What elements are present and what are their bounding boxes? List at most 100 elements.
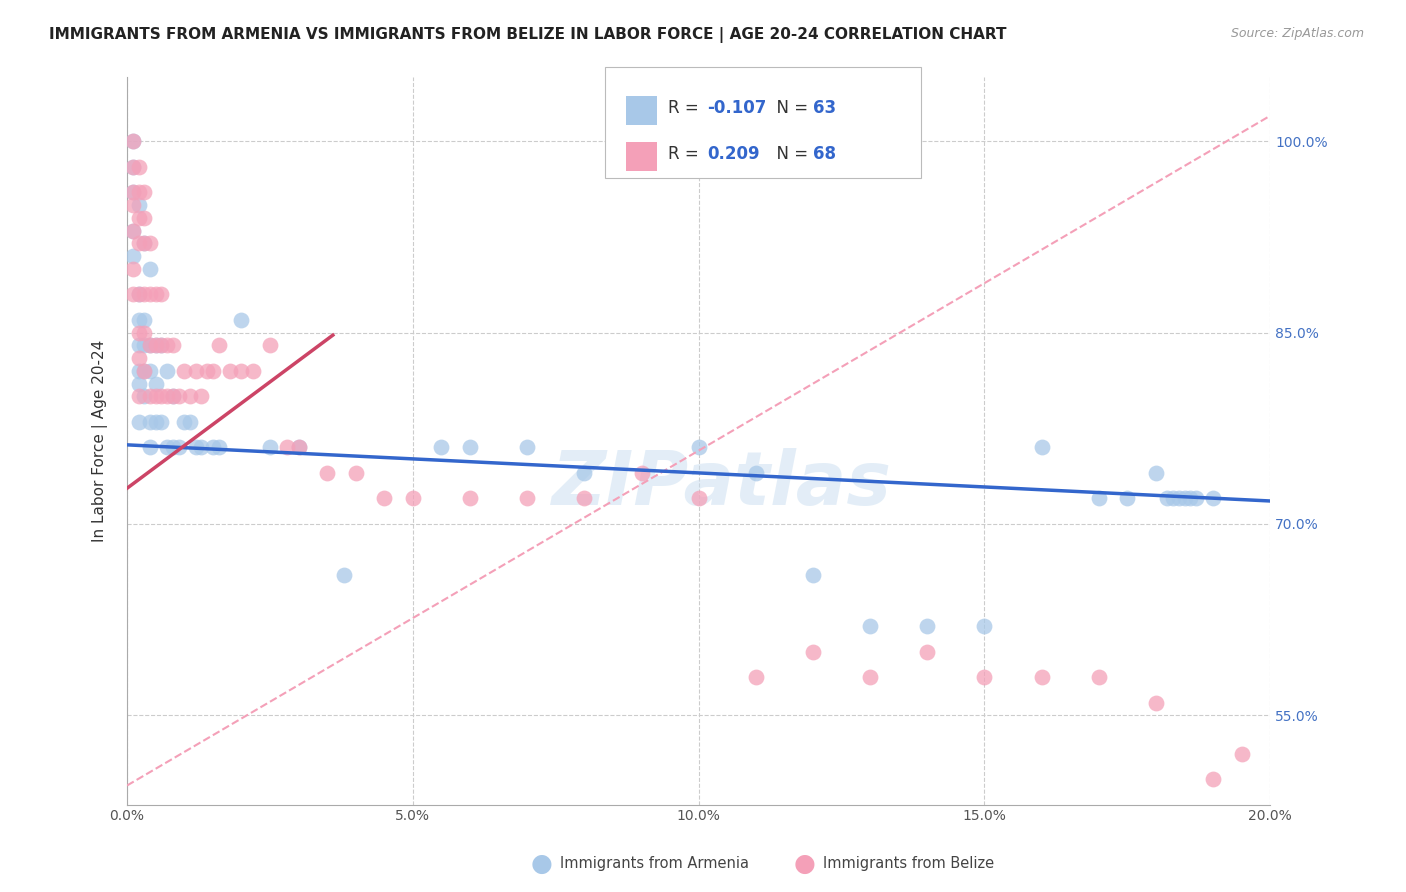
Point [1156,491,1178,506]
Point [139,261,162,276]
Text: N =: N = [766,99,814,117]
Point [121,223,143,237]
Point [190,389,212,403]
Point [145,415,167,429]
Point [162,441,184,455]
Point [195,364,218,378]
Point [156,364,179,378]
Text: Immigrants from Belize: Immigrants from Belize [823,856,994,871]
Point [402,491,425,506]
Point [973,670,995,684]
Point [150,389,173,403]
Point [156,441,179,455]
Point [134,186,156,200]
Point [259,441,281,455]
Point [150,338,173,352]
Point [145,287,167,301]
Point [139,441,162,455]
Text: ●: ● [530,852,553,875]
Point [179,389,201,403]
Point [134,236,156,251]
Point [121,287,143,301]
Point [430,441,453,455]
Point [128,376,150,391]
Point [1161,491,1184,506]
Point [162,338,184,352]
Text: ZIPatlas: ZIPatlas [551,448,891,521]
Point [121,223,143,237]
Point [242,364,264,378]
Point [167,441,190,455]
Point [145,338,167,352]
Point [1087,670,1109,684]
Point [128,351,150,365]
Point [184,441,207,455]
Point [1031,670,1053,684]
Y-axis label: In Labor Force | Age 20-24: In Labor Force | Age 20-24 [93,340,108,542]
Point [1173,491,1195,506]
Point [139,338,162,352]
Point [201,441,224,455]
Point [259,338,281,352]
Point [134,338,156,352]
Point [316,466,339,480]
Point [128,287,150,301]
Text: Immigrants from Armenia: Immigrants from Armenia [560,856,748,871]
Point [1202,491,1225,506]
Point [162,389,184,403]
Point [134,364,156,378]
Point [574,466,596,480]
Point [917,619,939,633]
Point [145,376,167,391]
Point [973,619,995,633]
Point [373,491,395,506]
Point [128,160,150,174]
Point [128,236,150,251]
Text: -0.107: -0.107 [707,99,766,117]
Point [1180,491,1202,506]
Point [139,389,162,403]
Point [128,338,150,352]
Point [207,441,229,455]
Point [150,287,173,301]
Point [859,619,882,633]
Point [219,364,242,378]
Point [1144,466,1167,480]
Point [801,644,824,658]
Point [128,389,150,403]
Point [1185,491,1208,506]
Point [1230,747,1253,761]
Point [516,441,538,455]
Point [344,466,367,480]
Point [231,313,253,327]
Point [128,198,150,212]
Point [121,198,143,212]
Text: Source: ZipAtlas.com: Source: ZipAtlas.com [1230,27,1364,40]
Point [516,491,538,506]
Point [128,313,150,327]
Point [1031,441,1053,455]
Point [128,364,150,378]
Point [231,364,253,378]
Point [179,415,201,429]
Point [134,287,156,301]
Point [121,186,143,200]
Point [145,338,167,352]
Point [134,236,156,251]
Point [121,134,143,148]
Point [121,186,143,200]
Point [745,466,768,480]
Point [458,441,481,455]
Point [801,568,824,582]
Point [201,364,224,378]
Point [139,338,162,352]
Point [134,364,156,378]
Point [745,670,768,684]
Text: N =: N = [766,145,814,163]
Text: IMMIGRANTS FROM ARMENIA VS IMMIGRANTS FROM BELIZE IN LABOR FORCE | AGE 20-24 COR: IMMIGRANTS FROM ARMENIA VS IMMIGRANTS FR… [49,27,1007,43]
Point [688,491,710,506]
Point [139,415,162,429]
Point [134,389,156,403]
Point [917,644,939,658]
Point [134,211,156,225]
